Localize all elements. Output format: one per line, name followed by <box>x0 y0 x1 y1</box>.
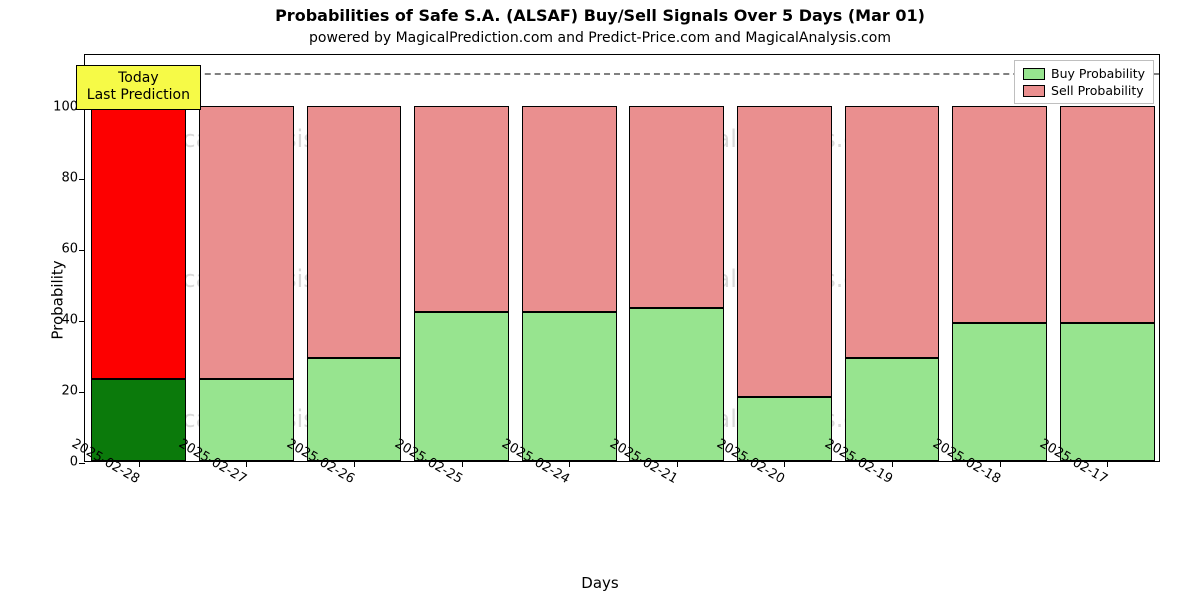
bar-sell <box>414 106 509 312</box>
chart-subtitle: powered by MagicalPrediction.com and Pre… <box>0 30 1200 46</box>
bar-buy <box>845 358 940 461</box>
bar-sell <box>307 106 402 358</box>
ytick-label: 100 <box>38 100 78 115</box>
ytick-mark <box>79 179 85 180</box>
xtick-mark <box>677 461 678 467</box>
legend-row-sell: Sell Probability <box>1023 82 1145 99</box>
ytick-label: 80 <box>38 171 78 186</box>
xtick-mark <box>784 461 785 467</box>
legend-swatch-sell <box>1023 85 1045 97</box>
bar-sell <box>91 106 186 379</box>
xtick-mark <box>139 461 140 467</box>
xtick-mark <box>354 461 355 467</box>
chart-title: Probabilities of Safe S.A. (ALSAF) Buy/S… <box>0 6 1200 25</box>
bar-sell <box>952 106 1047 322</box>
legend-swatch-buy <box>1023 68 1045 80</box>
today-badge-line1: Today <box>118 70 159 86</box>
ytick-mark <box>79 392 85 393</box>
bar-sell <box>845 106 940 358</box>
xtick-mark <box>246 461 247 467</box>
xtick-mark <box>1107 461 1108 467</box>
bar-sell <box>737 106 832 397</box>
legend-label-sell: Sell Probability <box>1051 83 1144 98</box>
xtick-mark <box>462 461 463 467</box>
bar-buy <box>91 379 186 461</box>
legend-label-buy: Buy Probability <box>1051 66 1145 81</box>
ytick-label: 40 <box>38 313 78 328</box>
xtick-mark <box>569 461 570 467</box>
legend-row-buy: Buy Probability <box>1023 65 1145 82</box>
bar-buy <box>737 397 832 461</box>
bar-buy <box>1060 323 1155 461</box>
bar-buy <box>522 312 617 461</box>
ytick-mark <box>79 250 85 251</box>
bar-buy <box>199 379 294 461</box>
bar-buy <box>414 312 509 461</box>
xtick-mark <box>892 461 893 467</box>
ytick-label: 60 <box>38 242 78 257</box>
ytick-label: 20 <box>38 384 78 399</box>
bar-sell <box>522 106 617 312</box>
hline-dashed <box>85 73 1159 75</box>
bar-buy <box>307 358 402 461</box>
ytick-mark <box>79 321 85 322</box>
ytick-mark <box>79 463 85 464</box>
legend: Buy Probability Sell Probability <box>1014 60 1154 104</box>
bar-sell <box>1060 106 1155 322</box>
today-badge: TodayLast Prediction <box>76 65 201 110</box>
x-axis-label: Days <box>0 574 1200 592</box>
bar-sell <box>629 106 724 308</box>
plot-area: MagicalAnalysis.comMagicalAnalysis.comMa… <box>84 54 1160 462</box>
bar-sell <box>199 106 294 379</box>
xtick-mark <box>1000 461 1001 467</box>
y-axis-label: Probability <box>49 260 67 339</box>
today-badge-line2: Last Prediction <box>87 87 190 103</box>
ytick-label: 0 <box>38 455 78 470</box>
bar-buy <box>629 308 724 461</box>
bar-buy <box>952 323 1047 461</box>
